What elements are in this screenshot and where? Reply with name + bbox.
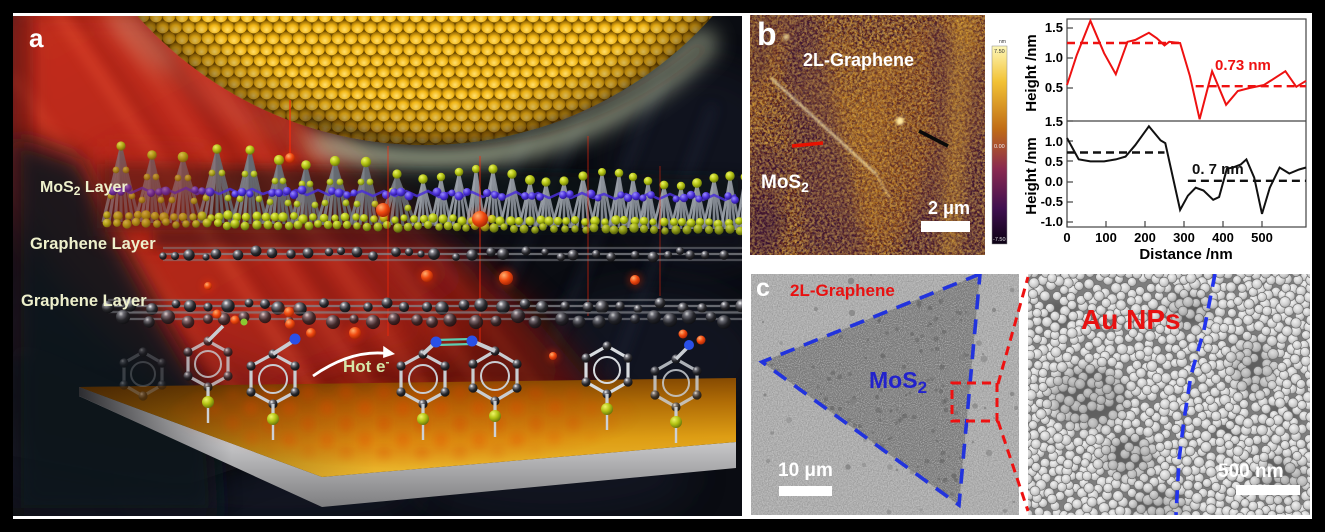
svg-text:Distance /nm: Distance /nm [1139,246,1232,263]
svg-text:Height /nm: Height /nm [1023,34,1040,112]
svg-text:1.0: 1.0 [1045,134,1063,149]
svg-text:2L-Graphene: 2L-Graphene [790,281,895,300]
svg-text:-0.5: -0.5 [1041,194,1063,209]
svg-text:MoS2: MoS2 [869,367,927,397]
svg-text:Graphene Layer: Graphene Layer [30,235,156,253]
svg-text:1.5: 1.5 [1045,20,1063,35]
svg-text:2 μm: 2 μm [928,198,970,218]
svg-text:0.5: 0.5 [1045,80,1063,95]
svg-text:-1.0: -1.0 [1041,214,1063,229]
svg-text:7.50: 7.50 [994,49,1005,55]
svg-text:0: 0 [1063,230,1070,245]
svg-text:0.00: 0.00 [994,144,1005,150]
svg-text:Hot e-: Hot e- [343,355,390,376]
svg-text:-7.50: -7.50 [993,237,1006,243]
svg-text:0.0: 0.0 [1045,174,1063,189]
svg-text:300: 300 [1173,230,1195,245]
svg-text:200: 200 [1134,230,1156,245]
svg-text:0.5: 0.5 [1045,154,1063,169]
svg-text:Au NPs: Au NPs [1081,304,1181,335]
svg-text:Height /nm: Height /nm [1023,137,1040,215]
svg-text:b: b [757,16,777,52]
svg-text:500 nm: 500 nm [1218,461,1283,482]
svg-text:10 μm: 10 μm [778,460,833,481]
svg-text:1.5: 1.5 [1045,114,1063,129]
svg-text:a: a [29,23,44,53]
svg-text:Graphene Layer: Graphene Layer [21,292,147,310]
svg-text:nm: nm [999,39,1006,45]
svg-text:0. 7 nm: 0. 7 nm [1192,161,1244,178]
svg-text:2L-Graphene: 2L-Graphene [803,50,914,70]
svg-text:500: 500 [1251,230,1273,245]
svg-text:c: c [756,274,770,302]
svg-text:1.0: 1.0 [1045,50,1063,65]
svg-text:400: 400 [1212,230,1234,245]
svg-text:MoS2: MoS2 [761,172,809,195]
svg-text:0.73 nm: 0.73 nm [1215,57,1271,74]
svg-text:100: 100 [1095,230,1117,245]
svg-text:MoS2 Layer: MoS2 Layer [40,179,128,198]
